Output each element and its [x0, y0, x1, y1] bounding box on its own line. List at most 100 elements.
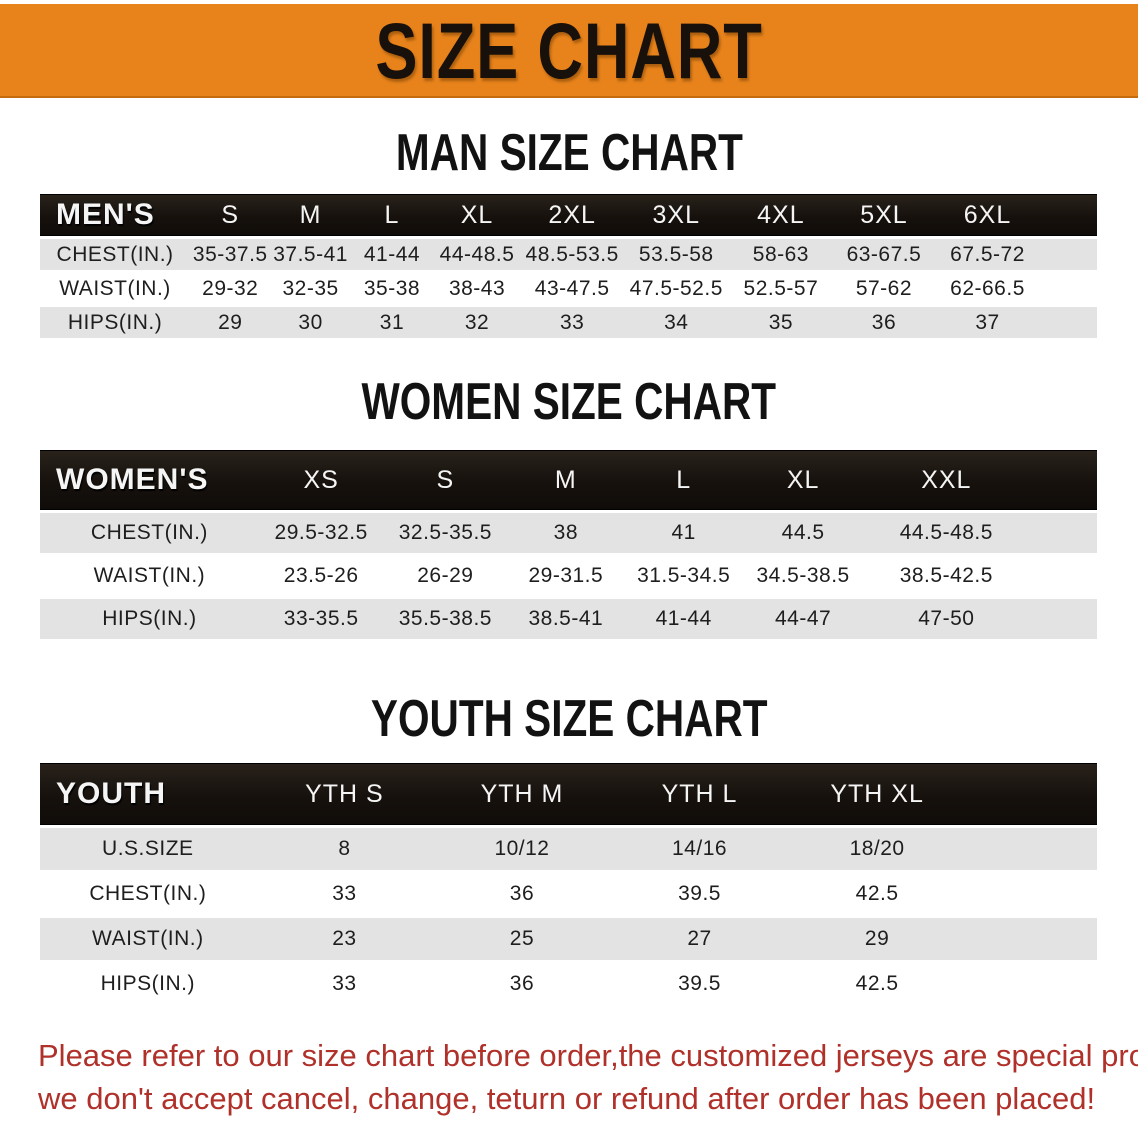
- measurement-row: HIPS(IN.) 33-35.5 35.5-38.5 38.5-41 41-44 44-…: [40, 599, 1097, 639]
- size-value: 33: [520, 307, 624, 338]
- size-value: 48.5-53.5: [520, 239, 624, 270]
- filler-cell: [965, 918, 1097, 960]
- man-section-title: MAN SIZE CHART: [395, 124, 743, 182]
- measurement-row: U.S.SIZE 8 10/12 14/16 18/20: [40, 828, 1097, 870]
- size-column-header: 2XL: [520, 194, 624, 236]
- size-value: 23.5-26: [258, 556, 384, 596]
- size-value: 39.5: [610, 963, 789, 1005]
- size-value: 37: [935, 307, 1040, 338]
- size-column-header: YTH L: [610, 763, 789, 825]
- size-column-header: XL: [433, 194, 521, 236]
- filler-cell: [1029, 599, 1097, 639]
- size-value: 33: [255, 963, 434, 1005]
- filler-cell: [1039, 273, 1097, 304]
- size-value: 29: [788, 918, 966, 960]
- size-value: 57-62: [832, 273, 936, 304]
- row-label: HIPS(IN.): [40, 307, 191, 338]
- size-value: 38: [507, 513, 625, 553]
- filler-cell: [1039, 239, 1097, 270]
- size-value: 38.5-42.5: [863, 556, 1030, 596]
- filler-cell: [1029, 513, 1097, 553]
- size-value: 32-35: [270, 273, 351, 304]
- size-value: 38.5-41: [507, 599, 625, 639]
- row-label: HIPS(IN.): [40, 599, 259, 639]
- row-label: CHEST(IN.): [40, 513, 259, 553]
- size-value: 36: [832, 307, 936, 338]
- disclaimer-note: Please refer to our size chart before or…: [38, 1034, 1138, 1120]
- size-column-header: M: [270, 194, 351, 236]
- size-value: 41-44: [350, 239, 434, 270]
- size-value: 33-35.5: [258, 599, 384, 639]
- size-column-header: XS: [258, 450, 384, 510]
- size-value: 29-31.5: [507, 556, 625, 596]
- size-value: 35: [729, 307, 833, 338]
- size-value: 35-37.5: [190, 239, 271, 270]
- row-label: CHEST(IN.): [40, 239, 191, 270]
- filler-cell: [1029, 556, 1097, 596]
- size-value: 62-66.5: [935, 273, 1040, 304]
- size-value: 29.5-32.5: [258, 513, 384, 553]
- women-section-title: WOMEN SIZE CHART: [361, 373, 777, 431]
- size-value: 63-67.5: [832, 239, 936, 270]
- size-value: 10/12: [433, 828, 611, 870]
- size-column-header: L: [350, 194, 434, 236]
- table-header-label: WOMEN'S: [40, 450, 259, 510]
- size-value: 30: [270, 307, 351, 338]
- measurement-row: WAIST(IN.) 29-32 32-35 35-38 38-43 43-47.5 47.…: [40, 273, 1097, 304]
- size-value: 53.5-58: [623, 239, 730, 270]
- size-chart-banner: SIZE CHART: [0, 4, 1138, 98]
- size-value: 23: [255, 918, 434, 960]
- size-value: 25: [433, 918, 611, 960]
- womens-size-table: WOMEN'S XS S M L XL XXL CHEST(IN.) 29.5-32.5 32.5…: [40, 447, 1097, 642]
- size-value: 44-48.5: [433, 239, 521, 270]
- size-value: 32.5-35.5: [383, 513, 508, 553]
- size-value: 35.5-38.5: [383, 599, 508, 639]
- size-value: 34: [623, 307, 730, 338]
- banner-title: SIZE CHART: [375, 5, 763, 95]
- size-value: 37.5-41: [270, 239, 351, 270]
- size-column-header: L: [624, 450, 743, 510]
- filler-cell: [965, 963, 1097, 1005]
- size-value: 42.5: [788, 873, 966, 915]
- row-label: CHEST(IN.): [40, 873, 256, 915]
- size-value: 44-47: [742, 599, 864, 639]
- size-value: 18/20: [788, 828, 966, 870]
- size-value: 29-32: [190, 273, 271, 304]
- size-value: 47-50: [863, 599, 1030, 639]
- size-value: 27: [610, 918, 789, 960]
- youth-size-table: YOUTH YTH S YTH M YTH L YTH XL U.S.SIZE 8 10/12…: [40, 760, 1097, 1008]
- size-value: 38-43: [433, 273, 521, 304]
- measurement-row: HIPS(IN.) 33 36 39.5 42.5: [40, 963, 1097, 1005]
- filler-cell: [965, 873, 1097, 915]
- header-filler-cell: [1039, 194, 1097, 236]
- size-column-header: S: [190, 194, 271, 236]
- disclaimer-line-1: Please refer to our size chart before or…: [38, 1038, 1138, 1073]
- size-column-header: 6XL: [935, 194, 1040, 236]
- row-label: WAIST(IN.): [40, 556, 259, 596]
- size-value: 67.5-72: [935, 239, 1040, 270]
- size-value: 41-44: [624, 599, 743, 639]
- size-column-header: YTH S: [255, 763, 434, 825]
- size-column-header: YTH XL: [788, 763, 966, 825]
- size-value: 39.5: [610, 873, 789, 915]
- size-value: 26-29: [383, 556, 508, 596]
- table-header-row: YOUTH YTH S YTH M YTH L YTH XL: [40, 763, 1097, 825]
- measurement-row: CHEST(IN.) 29.5-32.5 32.5-35.5 38 41 44.5 44.5…: [40, 513, 1097, 553]
- size-column-header: XL: [742, 450, 864, 510]
- measurement-row: CHEST(IN.) 35-37.5 37.5-41 41-44 44-48.5 48.5…: [40, 239, 1097, 270]
- size-column-header: 5XL: [832, 194, 936, 236]
- measurement-row: WAIST(IN.) 23 25 27 29: [40, 918, 1097, 960]
- measurement-row: CHEST(IN.) 33 36 39.5 42.5: [40, 873, 1097, 915]
- size-value: 31.5-34.5: [624, 556, 743, 596]
- size-column-header: S: [383, 450, 508, 510]
- measurement-row: WAIST(IN.) 23.5-26 26-29 29-31.5 31.5-34.5 34…: [40, 556, 1097, 596]
- size-value: 41: [624, 513, 743, 553]
- size-value: 31: [350, 307, 434, 338]
- size-column-header: XXL: [863, 450, 1030, 510]
- size-value: 58-63: [729, 239, 833, 270]
- filler-cell: [1039, 307, 1097, 338]
- size-value: 8: [255, 828, 434, 870]
- row-label: U.S.SIZE: [40, 828, 256, 870]
- size-value: 42.5: [788, 963, 966, 1005]
- size-value: 43-47.5: [520, 273, 624, 304]
